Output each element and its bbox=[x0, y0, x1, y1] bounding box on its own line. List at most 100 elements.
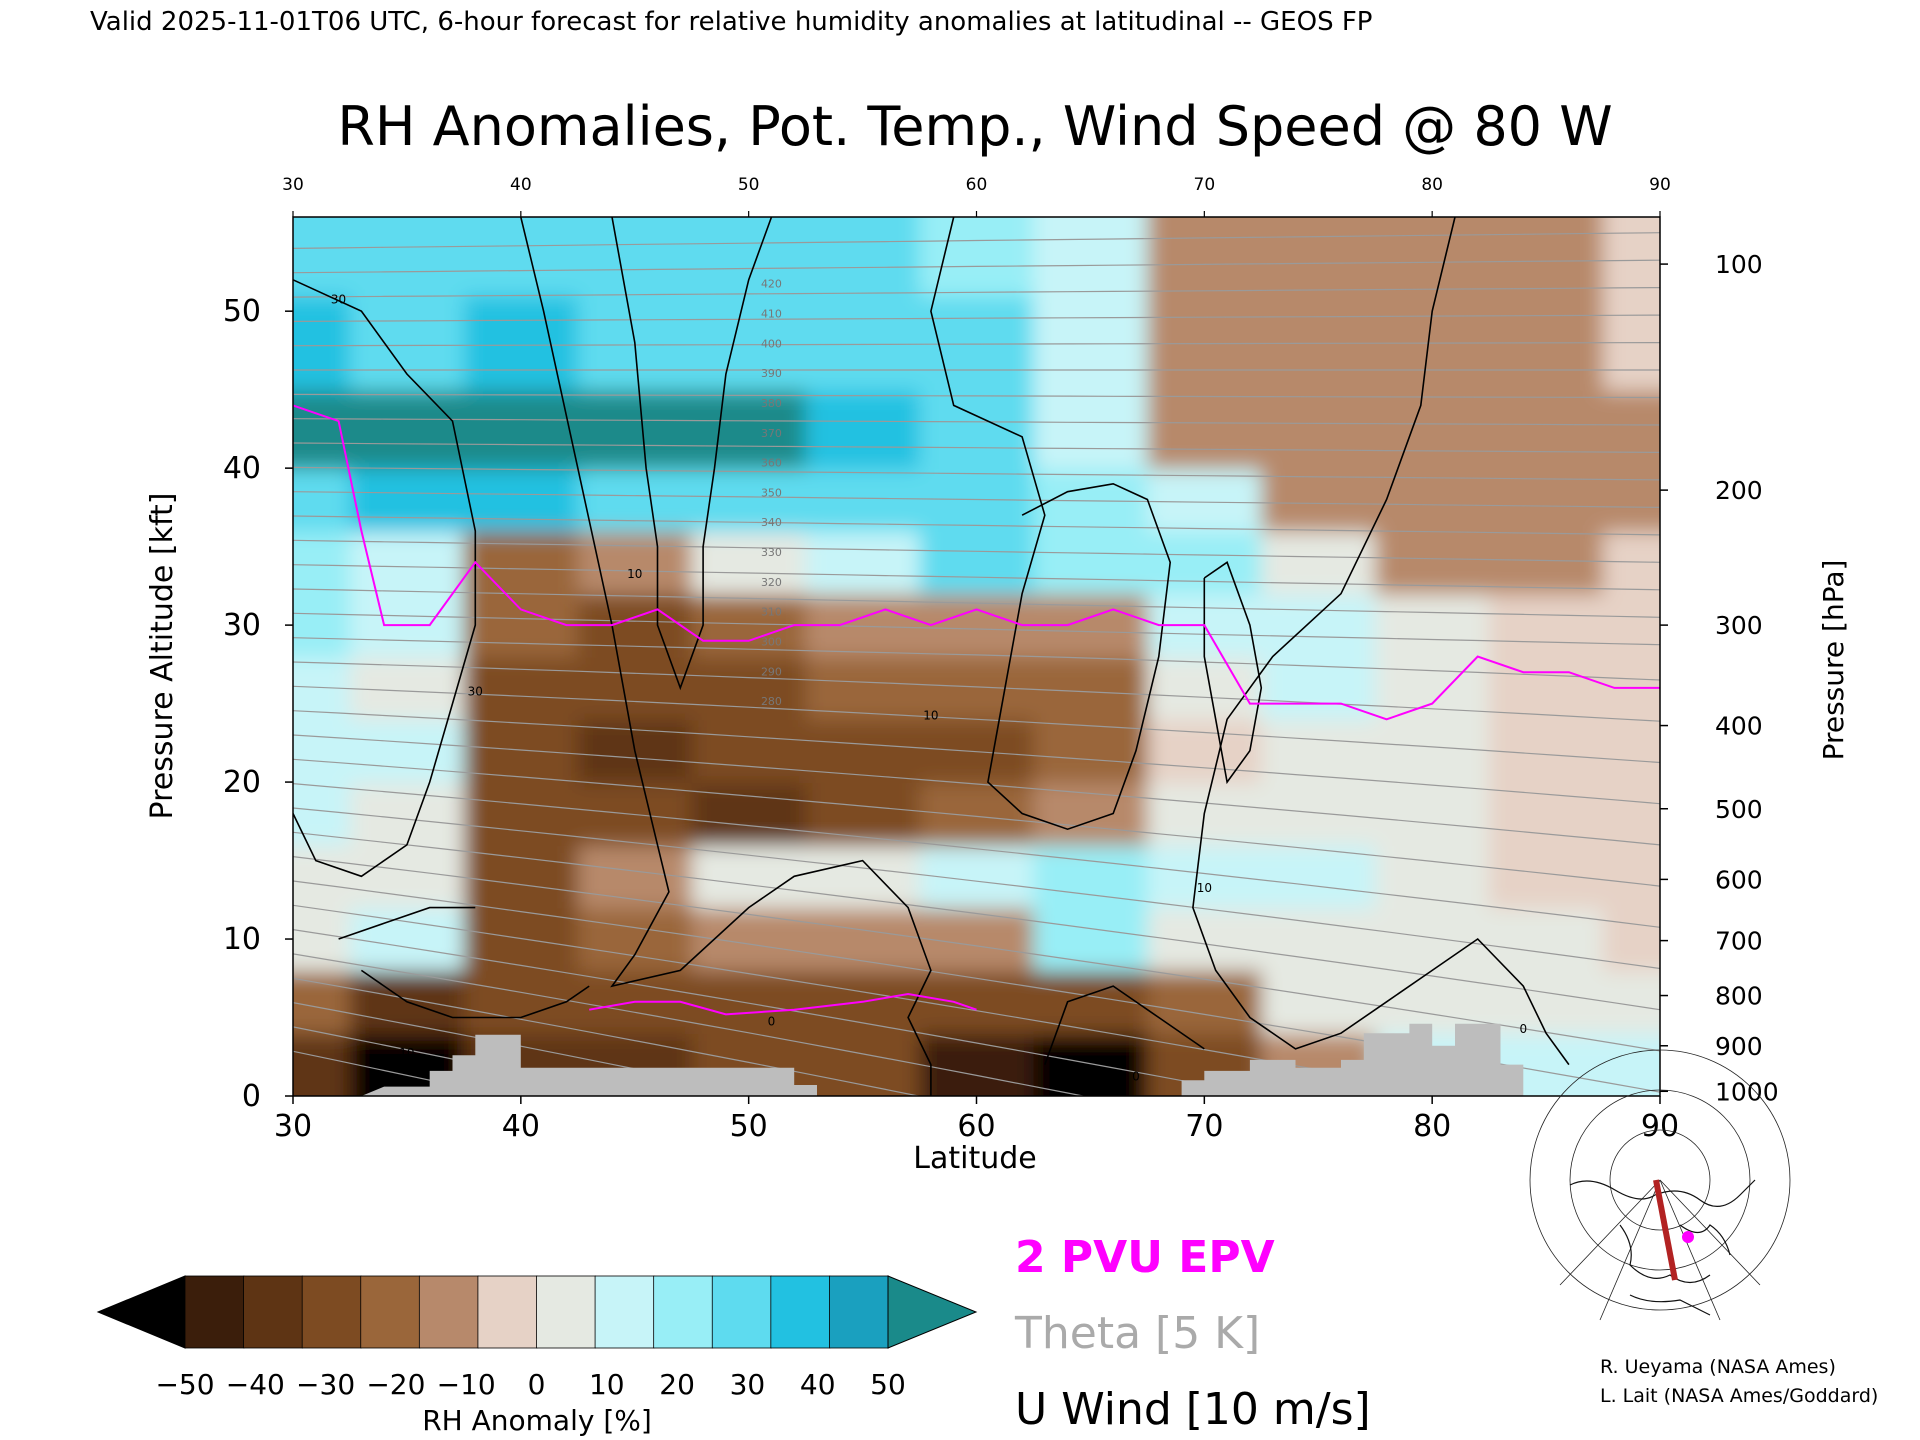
rh-cell bbox=[577, 530, 693, 595]
colorbar-segment bbox=[477, 1275, 538, 1349]
colorbar-segment bbox=[770, 1275, 831, 1349]
colorbar-segment bbox=[243, 1275, 304, 1349]
theta-label: 390 bbox=[761, 367, 782, 380]
y-tick-label: 30 bbox=[223, 608, 261, 643]
rh-cell bbox=[349, 217, 465, 297]
x-top-tick-label: 40 bbox=[510, 175, 532, 195]
u-wind-label: 0 bbox=[1519, 1022, 1527, 1036]
theta-contour bbox=[293, 977, 922, 1096]
rh-cell bbox=[1033, 844, 1149, 909]
chart-title: RH Anomalies, Pot. Temp., Wind Speed @ 8… bbox=[337, 95, 1612, 158]
colorbar-over bbox=[887, 1275, 978, 1349]
x-top-tick-label: 30 bbox=[282, 175, 304, 195]
colorbar-tick-label: 50 bbox=[870, 1368, 906, 1401]
map-meridian-1 bbox=[1559, 1179, 1661, 1286]
theta-contour bbox=[293, 710, 1660, 805]
rh-cell bbox=[1261, 782, 1377, 846]
rh-cell bbox=[1261, 468, 1377, 532]
theta-label: 300 bbox=[761, 636, 782, 649]
rh-cell bbox=[1603, 468, 1660, 532]
colorbar-label: RH Anomaly [%] bbox=[422, 1404, 652, 1437]
theta-contour bbox=[293, 442, 1660, 453]
rh-cell bbox=[577, 656, 693, 721]
rh-cell bbox=[1033, 389, 1149, 470]
rh-cell bbox=[691, 907, 807, 972]
y-tick-label: 40 bbox=[223, 451, 261, 486]
colorbar-tick-label: −10 bbox=[437, 1368, 496, 1401]
terrain bbox=[361, 1023, 1524, 1096]
colorbar: −50 −40 −30 −20 −10 0 10 20 30 40 50 bbox=[96, 1275, 978, 1401]
y-right-tick-label: 900 bbox=[1715, 1032, 1763, 1061]
rh-cell bbox=[349, 468, 465, 532]
rh-cell bbox=[1261, 217, 1377, 297]
y-right-tick-label: 1000 bbox=[1715, 1077, 1779, 1106]
theta-contour bbox=[293, 588, 1660, 618]
map-meridian-2 bbox=[1659, 1179, 1761, 1286]
rh-cell bbox=[1489, 593, 1605, 658]
u-wind-label: 10 bbox=[923, 708, 938, 722]
x-axis-top-ticks: 30 40 50 60 70 80 90 bbox=[282, 175, 1671, 217]
theta-label: 350 bbox=[761, 486, 782, 499]
rh-cell bbox=[349, 907, 465, 972]
valid-line: Valid 2025-11-01T06 UTC, 6-hour forecast… bbox=[90, 7, 1372, 37]
y-right-tick-label: 100 bbox=[1715, 250, 1763, 279]
credit-line-2: L. Lait (NASA Ames/Goddard) bbox=[1600, 1385, 1878, 1407]
rh-cell bbox=[1261, 719, 1377, 784]
colorbar-tick-label: −30 bbox=[296, 1368, 355, 1401]
colorbar-tick-label: 40 bbox=[800, 1368, 836, 1401]
epv-line-low bbox=[589, 992, 977, 1016]
colorbar-tick-label: −40 bbox=[226, 1368, 285, 1401]
rh-cell bbox=[1603, 907, 1660, 972]
colorbar-tick-label: 0 bbox=[528, 1368, 546, 1401]
rh-cell bbox=[691, 844, 807, 909]
y-axis-right-label: Pressure [hPa] bbox=[1817, 560, 1850, 761]
epv-2pvu-line bbox=[293, 404, 1660, 1016]
rh-cell bbox=[1375, 719, 1491, 784]
rh-cell bbox=[1603, 530, 1660, 595]
theta-contour bbox=[293, 856, 1660, 1052]
theta-contour bbox=[293, 287, 1660, 298]
rh-cell bbox=[1489, 844, 1605, 909]
rh-cell bbox=[1147, 468, 1263, 532]
rh-cell bbox=[293, 970, 351, 1035]
rh-cell bbox=[805, 1033, 921, 1096]
rh-cell bbox=[1375, 844, 1491, 909]
rh-cell bbox=[805, 844, 921, 909]
theta-contour bbox=[293, 807, 1660, 970]
map-graticule-outer bbox=[1529, 1049, 1791, 1311]
map-coastline bbox=[1569, 1179, 1756, 1316]
rh-cell bbox=[349, 530, 465, 595]
y-right-tick-label: 600 bbox=[1715, 865, 1763, 894]
theta-contour bbox=[293, 342, 1660, 347]
map-meridian-3 bbox=[1599, 1179, 1661, 1321]
map-marker bbox=[1682, 1231, 1694, 1243]
u-wind-label: 0 bbox=[768, 1014, 776, 1028]
rh-cell bbox=[1033, 782, 1149, 846]
colorbar-under bbox=[96, 1275, 186, 1349]
rh-cell bbox=[691, 530, 807, 595]
rh-cell bbox=[349, 295, 465, 391]
colorbar-tick-label: 20 bbox=[659, 1368, 695, 1401]
theta-contour bbox=[293, 953, 1087, 1096]
rh-cell bbox=[1033, 719, 1149, 784]
theta-label: 370 bbox=[761, 427, 782, 440]
rh-cell bbox=[805, 719, 921, 784]
rh-cell bbox=[1261, 593, 1377, 658]
rh-cell bbox=[1489, 389, 1605, 470]
rh-cell bbox=[293, 844, 351, 909]
rh-cell bbox=[577, 468, 693, 532]
credit-line-1: R. Ueyama (NASA Ames) bbox=[1600, 1356, 1836, 1378]
map-graticule-inner bbox=[1609, 1129, 1711, 1231]
theta-label: 380 bbox=[761, 397, 782, 410]
theta-label: 400 bbox=[761, 337, 782, 350]
x-top-tick-label: 90 bbox=[1649, 175, 1671, 195]
rh-cell bbox=[691, 782, 807, 846]
rh-cell bbox=[1147, 656, 1263, 721]
x-top-tick-label: 50 bbox=[738, 175, 760, 195]
y-axis-left-ticks: 0 10 20 30 40 50 bbox=[223, 294, 293, 1114]
y-tick-label: 20 bbox=[223, 765, 261, 800]
rh-cell bbox=[463, 907, 579, 972]
theta-contour bbox=[293, 232, 1660, 249]
rh-cell bbox=[349, 719, 465, 784]
terrain-mask bbox=[361, 1023, 1524, 1096]
